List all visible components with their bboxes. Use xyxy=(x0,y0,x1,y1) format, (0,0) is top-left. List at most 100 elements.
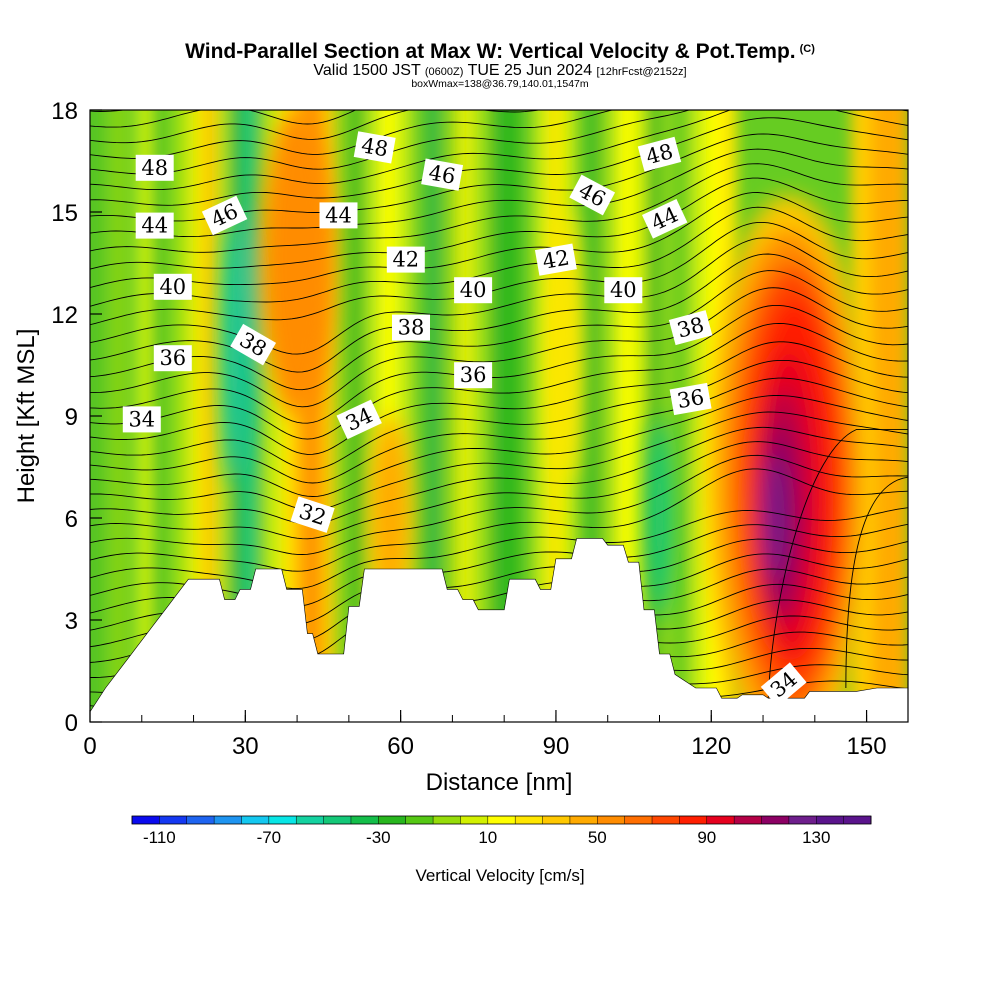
contour-label: 40 xyxy=(153,273,192,300)
isentrope-line xyxy=(90,177,908,270)
colorbar-swatch xyxy=(159,816,188,824)
colorbar-tick-label: 10 xyxy=(478,828,497,847)
isentrope-line xyxy=(90,110,542,144)
isentrope-line xyxy=(90,359,908,470)
x-tick-label: 90 xyxy=(543,733,570,760)
isentrope-line xyxy=(90,110,908,191)
isentrope-line xyxy=(90,110,127,112)
contour-label-text: 34 xyxy=(128,407,155,431)
contour-label-box xyxy=(569,174,616,216)
valid-date: TUE 25 Jun 2024 xyxy=(467,62,593,79)
colorbar-swatch xyxy=(132,816,160,824)
contour-label-text: 38 xyxy=(398,316,425,340)
contour-label-box xyxy=(153,273,192,300)
colorbar-swatch xyxy=(378,816,407,824)
x-tick-label: 60 xyxy=(387,733,414,760)
contour-label: 40 xyxy=(604,277,643,304)
isentrope-line xyxy=(90,523,908,607)
contour-label-text: 40 xyxy=(610,278,637,302)
contour-label: 48 xyxy=(135,154,174,181)
contour-label: 38 xyxy=(392,314,430,341)
y-tick-label: 6 xyxy=(65,506,78,533)
colorbar-swatch xyxy=(487,816,516,824)
contour-label: 46 xyxy=(421,158,464,191)
isentrope-line xyxy=(90,441,908,540)
contour-label-box xyxy=(135,154,174,181)
isentrope-line xyxy=(90,395,908,497)
contour-label-box xyxy=(153,345,192,372)
chart-title: Wind-Parallel Section at Max W: Vertical… xyxy=(0,37,1000,64)
contour-label-box xyxy=(421,158,464,191)
contour-label: 42 xyxy=(534,243,577,276)
contour-label-box xyxy=(353,131,396,164)
isentrope-line xyxy=(767,429,908,699)
colorbar-swatch xyxy=(405,816,434,824)
contour-label-text: 48 xyxy=(141,156,168,180)
colorbar-swatch xyxy=(186,816,215,824)
colorbar-swatch xyxy=(296,816,324,824)
contour-label-box xyxy=(668,310,713,346)
contour-label: 36 xyxy=(454,362,493,389)
contour-label: 34 xyxy=(122,406,161,433)
colorbar-title: Vertical Velocity [cm/s] xyxy=(415,866,584,885)
contour-label-box xyxy=(641,198,688,239)
contour-label-text: 44 xyxy=(325,203,352,227)
isentrope-line xyxy=(90,789,908,870)
contour-label-text: 40 xyxy=(460,278,487,302)
contour-label: 44 xyxy=(319,202,358,229)
colorbar-swatch xyxy=(433,816,461,824)
colorbar-swatch xyxy=(624,816,653,824)
contour-label-box xyxy=(637,136,682,172)
contour-label-box xyxy=(604,277,643,304)
colorbar-swatch xyxy=(706,816,735,824)
isentrope-line xyxy=(90,148,908,238)
colorbar-swatch xyxy=(542,816,571,824)
contour-label: 40 xyxy=(454,277,493,304)
colorbar-swatch xyxy=(679,816,708,824)
valid-time-line: Valid 1500 JST (0600Z) TUE 25 Jun 2024 [… xyxy=(0,62,1000,81)
x-tick-label: 120 xyxy=(691,733,731,760)
isentrope-line xyxy=(90,0,908,9)
y-tick-label: 12 xyxy=(51,302,78,329)
isentrope-line xyxy=(90,0,908,80)
contour-label-text: 42 xyxy=(541,245,571,273)
contour-label-text: 40 xyxy=(159,275,186,299)
isentrope-line xyxy=(90,468,908,572)
box-info: boxWmax=138@36.79,140.01,1547m xyxy=(411,78,589,90)
valid-prefix: Valid 1500 JST xyxy=(313,62,421,79)
contour-label-box xyxy=(392,314,430,341)
isentrope-line xyxy=(845,476,908,689)
contour-label: 36 xyxy=(153,345,192,372)
colorbar-swatch xyxy=(460,816,489,824)
contour-label-text: 48 xyxy=(359,133,389,161)
contour-label-box xyxy=(336,399,382,440)
colorbar-tick-label: 130 xyxy=(802,828,830,847)
contour-label-text: 46 xyxy=(427,160,457,188)
colorbar-swatch xyxy=(350,816,379,824)
y-tick-label: 0 xyxy=(65,710,78,737)
contour-label-box xyxy=(319,202,358,229)
isentrope-line xyxy=(90,821,908,906)
isentrope-line xyxy=(90,110,615,159)
isentrope-line xyxy=(90,206,908,307)
contour-label-box xyxy=(669,382,712,416)
isentrope-line xyxy=(90,163,908,253)
contour-label: 48 xyxy=(353,131,396,164)
contour-label-box xyxy=(760,662,807,707)
contour-label: 44 xyxy=(135,212,174,239)
colorbar-swatch xyxy=(652,816,680,824)
contour-label: 48 xyxy=(637,136,682,172)
contour-label-text: 36 xyxy=(159,346,186,370)
colorbar-swatch xyxy=(788,816,817,824)
isentrope-line xyxy=(90,110,908,175)
x-tick-label: 30 xyxy=(232,733,259,760)
colorbar-tick-label: -30 xyxy=(366,828,391,847)
colorbar-swatch xyxy=(816,816,845,824)
contour-label-box xyxy=(454,277,493,304)
contour-label-box xyxy=(454,362,493,389)
contour-label-box xyxy=(290,496,335,533)
colorbar-swatch xyxy=(241,816,270,824)
isentrope-line xyxy=(90,454,908,555)
